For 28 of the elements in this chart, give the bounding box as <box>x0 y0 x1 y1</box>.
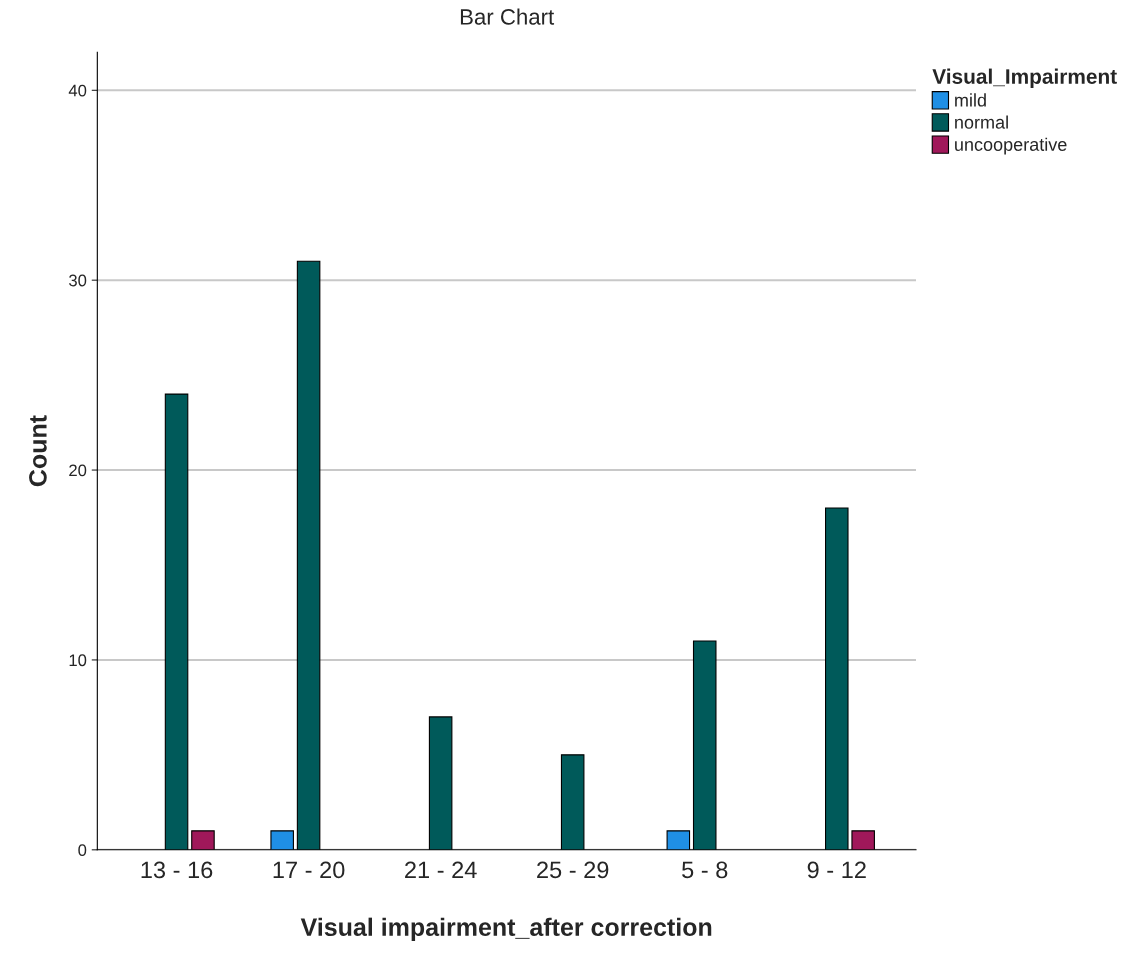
x-tick-label: 13 - 16 <box>141 861 213 879</box>
x-tick-label: 25 - 29 <box>537 861 609 879</box>
x-tick-label: 21 - 24 <box>405 861 477 879</box>
x-tick-label: 5 - 8 <box>682 861 728 879</box>
bar <box>666 830 691 850</box>
y-tick-label: 0 <box>78 844 87 857</box>
y-tick-label: 10 <box>69 654 87 667</box>
bar <box>428 716 453 850</box>
bar <box>560 754 585 850</box>
bar <box>824 507 849 850</box>
bar <box>164 393 189 850</box>
x-tick-label: 17 - 20 <box>273 861 345 879</box>
x-tick-label: 9 - 12 <box>807 861 866 879</box>
legend-label: normal <box>955 115 1008 129</box>
bar <box>191 830 215 850</box>
bar <box>270 830 294 850</box>
bar <box>296 260 321 850</box>
y-tick-label: 40 <box>68 84 87 97</box>
y-tick-label: 30 <box>69 274 87 287</box>
y-tick-label: 20 <box>69 464 87 477</box>
bar <box>851 830 875 850</box>
legend-label: uncooperative <box>955 137 1067 155</box>
x-axis-title: Visual impairment_after correction <box>300 917 712 941</box>
chart-title: Bar Chart <box>460 8 555 25</box>
bar <box>692 640 717 850</box>
legend-label: mild <box>955 93 986 107</box>
legend-title: Visual_Impairment <box>932 68 1117 88</box>
y-axis-title: Count <box>29 415 47 487</box>
